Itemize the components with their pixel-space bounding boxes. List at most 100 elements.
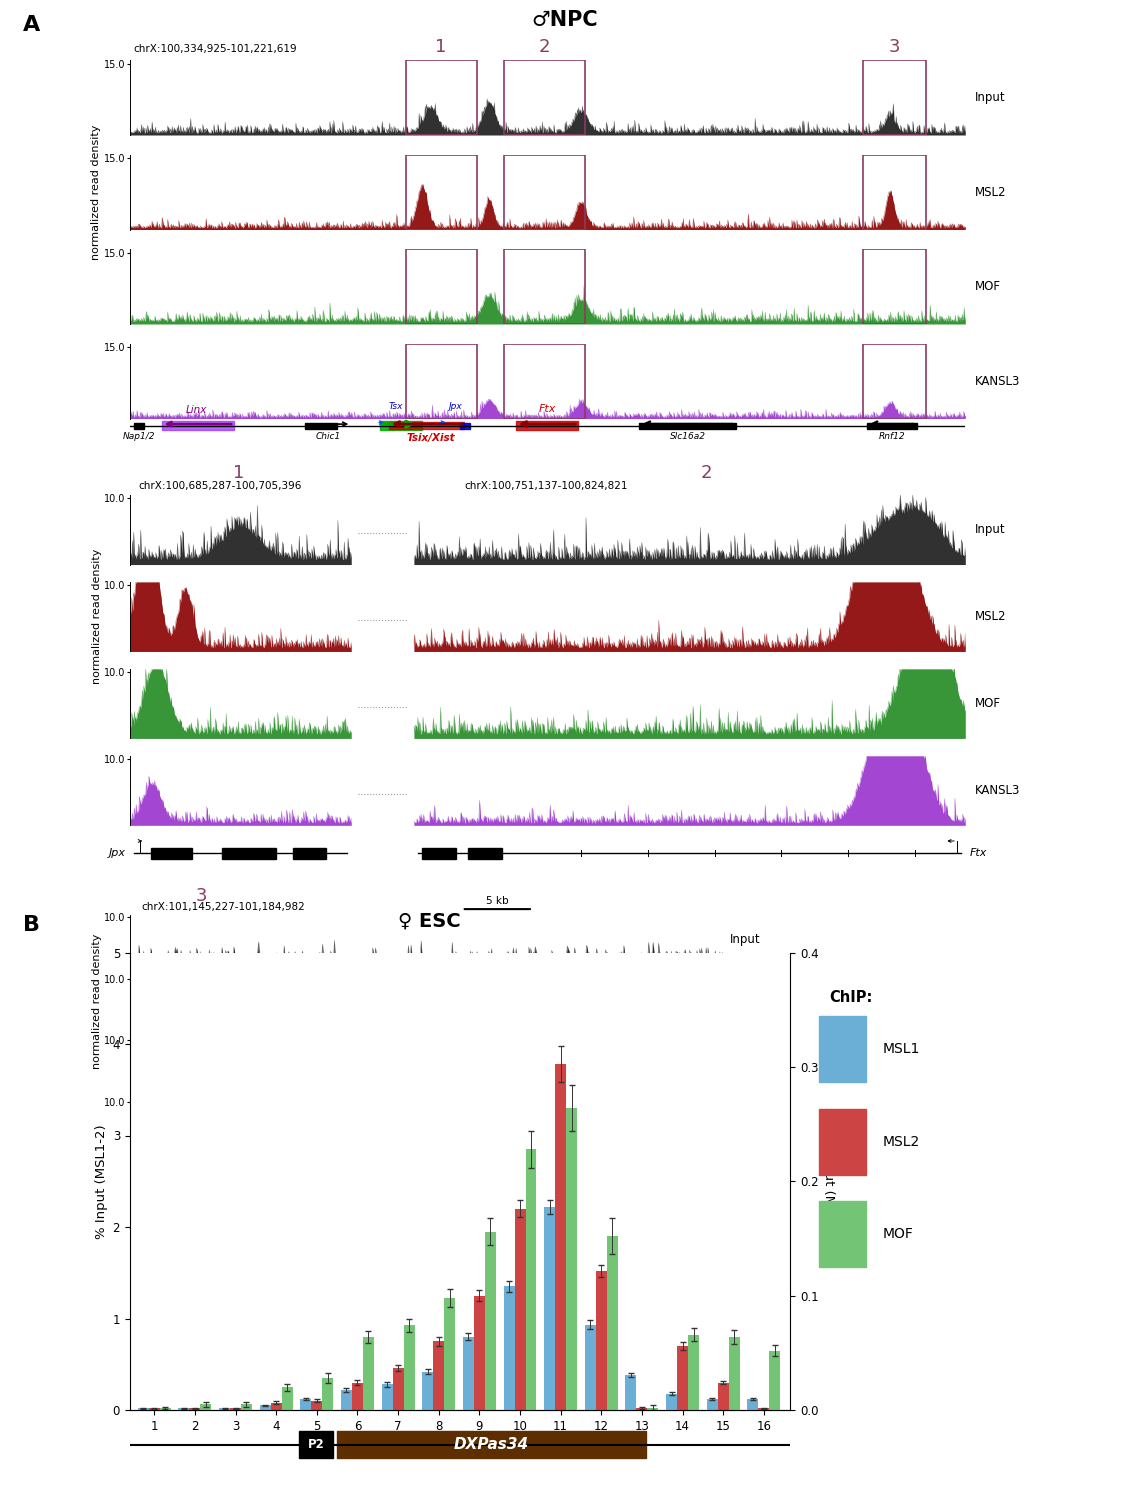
Bar (444, 1298, 455, 1410)
Text: Nap1/2: Nap1/2 (123, 432, 156, 441)
Text: MSL2: MSL2 (975, 610, 1007, 622)
Bar (474, 1296, 484, 1410)
Bar (555, 1064, 566, 1410)
Bar (422, 1371, 434, 1410)
Bar (606, 1236, 618, 1410)
Bar (200, 1404, 211, 1410)
Bar (138, 1408, 149, 1410)
Bar (505, 60, 585, 135)
Text: chrX:100,751,137-100,824,821: chrX:100,751,137-100,824,821 (464, 482, 628, 490)
Text: ChIP:: ChIP: (829, 990, 873, 1005)
Bar (149, 1408, 159, 1410)
Bar (292, 847, 326, 858)
Text: Jpx: Jpx (108, 847, 125, 858)
Text: Linx: Linx (186, 405, 208, 416)
Bar (637, 1408, 647, 1410)
Text: MOF: MOF (975, 698, 1001, 709)
Text: KANSL3: KANSL3 (975, 375, 1021, 387)
Bar (718, 1383, 728, 1410)
Text: MOF: MOF (883, 1227, 913, 1240)
Bar (322, 1378, 333, 1410)
Text: chrX:101,145,227-101,184,982: chrX:101,145,227-101,184,982 (142, 902, 306, 912)
Bar (585, 1324, 596, 1410)
Bar (151, 847, 192, 858)
Bar (863, 60, 926, 135)
Bar (403, 1326, 414, 1410)
Bar (463, 1336, 474, 1410)
Bar (819, 1017, 866, 1083)
Text: P2: P2 (307, 1438, 324, 1450)
Text: chrX:100,334,925-101,221,619: chrX:100,334,925-101,221,619 (133, 44, 297, 54)
Bar (405, 60, 476, 135)
Text: Jpx: Jpx (449, 402, 463, 411)
Text: MSL2: MSL2 (883, 1136, 920, 1149)
Y-axis label: % Input (MSL1-2): % Input (MSL1-2) (96, 1124, 108, 1239)
Text: ♂NPC: ♂NPC (531, 10, 598, 30)
Bar (566, 1108, 577, 1410)
Bar (352, 1383, 362, 1410)
Text: Ftx: Ftx (539, 404, 557, 414)
Text: Slc16a2: Slc16a2 (669, 432, 706, 441)
Text: MOF: MOF (975, 280, 1001, 292)
Y-axis label: normalized read density: normalized read density (91, 124, 102, 260)
Bar (230, 1408, 240, 1410)
Bar (707, 1400, 718, 1410)
Bar (219, 1408, 230, 1410)
Bar (338, 1431, 646, 1458)
Bar (505, 344, 585, 418)
Text: Rnf12: Rnf12 (349, 1154, 384, 1167)
Bar (163, 1164, 213, 1172)
Bar (505, 249, 585, 324)
Bar (221, 847, 277, 858)
Text: Rnf12: Rnf12 (878, 432, 905, 441)
Bar (298, 1431, 333, 1458)
Bar (134, 423, 145, 429)
Bar (747, 1400, 759, 1410)
Bar (405, 249, 476, 324)
Bar (159, 1407, 170, 1410)
Text: Input: Input (975, 524, 1006, 537)
Bar (380, 422, 422, 430)
Bar (516, 422, 578, 430)
Bar (639, 423, 736, 429)
Text: B: B (23, 915, 40, 934)
Y-axis label: % Input (MOF): % Input (MOF) (822, 1134, 835, 1228)
Bar (393, 1368, 403, 1410)
Text: KANSL3: KANSL3 (729, 1118, 774, 1130)
Text: DXPas34: DXPas34 (454, 1437, 530, 1452)
Text: MSL2: MSL2 (975, 186, 1007, 198)
Bar (544, 1208, 555, 1410)
Bar (504, 1287, 515, 1410)
Bar (484, 1232, 496, 1410)
Text: ♀ ESC: ♀ ESC (397, 912, 461, 932)
Text: Input: Input (975, 92, 1006, 104)
Bar (260, 1406, 271, 1410)
Text: Ftx: Ftx (970, 847, 987, 858)
Text: 2: 2 (701, 465, 712, 483)
Text: MOF: MOF (729, 1056, 755, 1070)
Bar (422, 847, 456, 858)
Bar (625, 1376, 637, 1410)
Bar (469, 847, 501, 858)
Text: 2: 2 (539, 39, 551, 56)
Bar (434, 1341, 444, 1410)
Bar (677, 1346, 688, 1410)
Bar (728, 1336, 739, 1410)
Text: Chic1: Chic1 (316, 432, 341, 441)
Bar (178, 1408, 190, 1410)
Y-axis label: normalized read density: normalized read density (91, 549, 102, 684)
Text: MSL1: MSL1 (883, 1042, 920, 1056)
Text: A: A (23, 15, 40, 34)
Bar (666, 1394, 677, 1410)
Bar (515, 1209, 525, 1410)
Bar (341, 1390, 352, 1410)
Bar (867, 423, 917, 429)
Text: 1: 1 (436, 39, 447, 56)
Bar (382, 1384, 393, 1410)
Bar (819, 1202, 866, 1268)
Text: KANSL3: KANSL3 (975, 784, 1021, 796)
Bar (300, 1400, 312, 1410)
Bar (460, 423, 470, 429)
Bar (759, 1408, 769, 1410)
Text: Input: Input (729, 933, 760, 946)
